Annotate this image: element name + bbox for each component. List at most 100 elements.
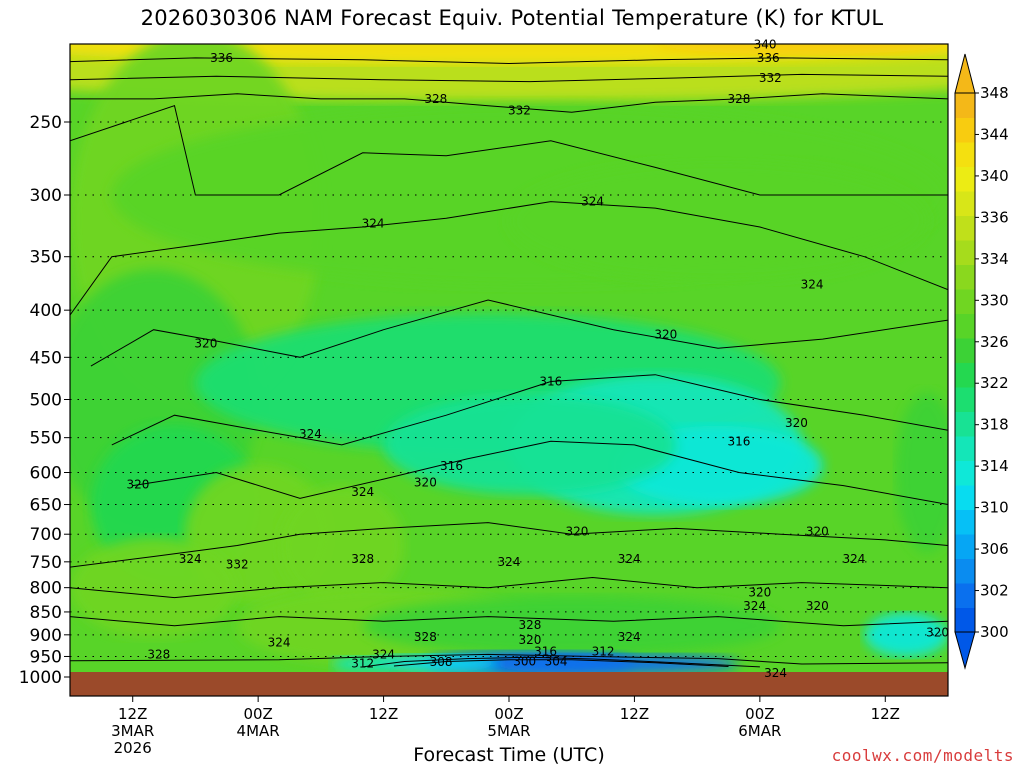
contour-line — [70, 576, 948, 599]
contour-label: 320 — [518, 633, 541, 647]
contour-label: 328 — [147, 647, 170, 661]
colorbar-swatch — [955, 191, 975, 216]
field-blob — [383, 394, 677, 495]
colorbar-swatch — [955, 117, 975, 143]
colorbar-swatch — [955, 558, 975, 584]
contour-lines — [70, 57, 948, 668]
colorbar-tick-label: 348 — [980, 84, 1009, 102]
pressure-tick-label: 800 — [30, 579, 62, 599]
contour-label: 324 — [581, 195, 604, 209]
field-blob — [488, 653, 739, 672]
x-axis-label: Forecast Time (UTC) — [0, 744, 1024, 766]
colorbar-swatch — [955, 485, 975, 510]
pressure-tick-label: 850 — [30, 603, 62, 623]
contour-label: 332 — [759, 71, 782, 85]
contour-line — [70, 653, 948, 665]
colorbar-tick-label: 340 — [980, 167, 1009, 185]
contour-label: 324 — [179, 552, 202, 566]
colorbar-swatch — [955, 583, 975, 608]
colorbar-swatch — [955, 289, 975, 314]
ground-surface — [70, 672, 948, 696]
contour-line — [70, 522, 948, 568]
colorbar-swatch — [955, 436, 975, 461]
colorbar-lower-arrow — [954, 631, 976, 670]
time-tick-label: 4MAR — [237, 722, 280, 740]
colorbar-tick-label: 302 — [980, 582, 1009, 600]
field-blob — [656, 44, 947, 55]
contour-label: 312 — [592, 644, 615, 658]
time-tick-label: 12Z — [118, 705, 147, 723]
pressure-tick-label: 250 — [30, 113, 62, 133]
colorbar-swatch — [955, 387, 975, 412]
contour-line — [90, 299, 948, 367]
colorbar-swatch — [955, 534, 975, 559]
time-tick-label: 6MAR — [738, 722, 781, 740]
pressure-tick-label: 400 — [30, 301, 62, 321]
contour-label: 324 — [362, 216, 385, 230]
contour-label: 324 — [801, 277, 824, 291]
contour-label: 324 — [498, 555, 521, 569]
contour-line — [132, 440, 948, 505]
contour-line — [362, 656, 760, 668]
colorbar-swatch — [955, 142, 975, 167]
contour-label: 304 — [545, 654, 568, 668]
contour-label: 328 — [351, 552, 374, 566]
colorbar-swatch — [955, 93, 975, 118]
contour-label: 324 — [372, 647, 395, 661]
contour-label: 340 — [754, 37, 777, 51]
contour-label: 300 — [513, 654, 536, 668]
contour-label: 332 — [508, 104, 531, 118]
contour-label: 316 — [727, 434, 750, 448]
contour-label: 328 — [424, 92, 447, 106]
contour-label: 336 — [210, 51, 233, 65]
contour-label: 320 — [806, 524, 829, 538]
pressure-tick-label: 650 — [30, 496, 62, 516]
field-blob — [895, 392, 948, 553]
contour-label: 336 — [757, 51, 780, 65]
contour-label: 324 — [842, 552, 865, 566]
contour-label: 320 — [806, 599, 829, 613]
credit-link[interactable]: coolwx.com/modelts — [831, 746, 1014, 765]
contour-label: 320 — [785, 416, 808, 430]
pressure-tick-label: 450 — [30, 348, 62, 368]
time-tick-label: 12Z — [871, 705, 900, 723]
contour-label: 324 — [618, 552, 641, 566]
pressure-tick-label: 550 — [30, 429, 62, 449]
contour-line — [70, 201, 948, 316]
time-tick-label: 12Z — [620, 705, 649, 723]
contour-label: 320 — [748, 586, 771, 600]
contour-line — [70, 73, 948, 83]
colorbar-upper-arrow — [954, 53, 976, 94]
contour-label: 316 — [534, 644, 557, 658]
colorbar-tick-label: 322 — [980, 374, 1009, 392]
contour-labels: 3363403363323283323283243243243203203163… — [126, 37, 949, 679]
time-tick-label: 00Z — [243, 705, 272, 723]
time-tick-label: 5MAR — [487, 722, 530, 740]
time-tick-label: 2026 — [114, 739, 152, 757]
contour-label: 320 — [126, 477, 149, 491]
contour-label: 316 — [539, 374, 562, 388]
colorbar-swatch — [955, 240, 975, 265]
time-tick-label: 12Z — [369, 705, 398, 723]
contour-label: 324 — [351, 485, 374, 499]
time-tick-label: 00Z — [745, 705, 774, 723]
pressure-tick-label: 750 — [30, 553, 62, 573]
theta-e-field — [70, 44, 948, 672]
contour-label: 324 — [743, 599, 766, 613]
colorbar-tick-label: 334 — [980, 250, 1009, 268]
field-blob — [509, 160, 928, 281]
contour-label: 324 — [299, 427, 322, 441]
contour-label: 316 — [440, 459, 463, 473]
colorbar-tick-label: 310 — [980, 499, 1009, 517]
contour-label: 320 — [654, 327, 677, 341]
contour-label: 332 — [226, 557, 249, 571]
colorbar-swatch — [955, 313, 975, 339]
contour-label: 328 — [727, 92, 750, 106]
colorbar-swatch — [955, 362, 975, 388]
colorbar-tick-label: 318 — [980, 416, 1009, 434]
colorbar-swatch — [955, 607, 975, 633]
colorbar-swatch — [955, 166, 975, 192]
colorbar-swatch — [955, 215, 975, 241]
